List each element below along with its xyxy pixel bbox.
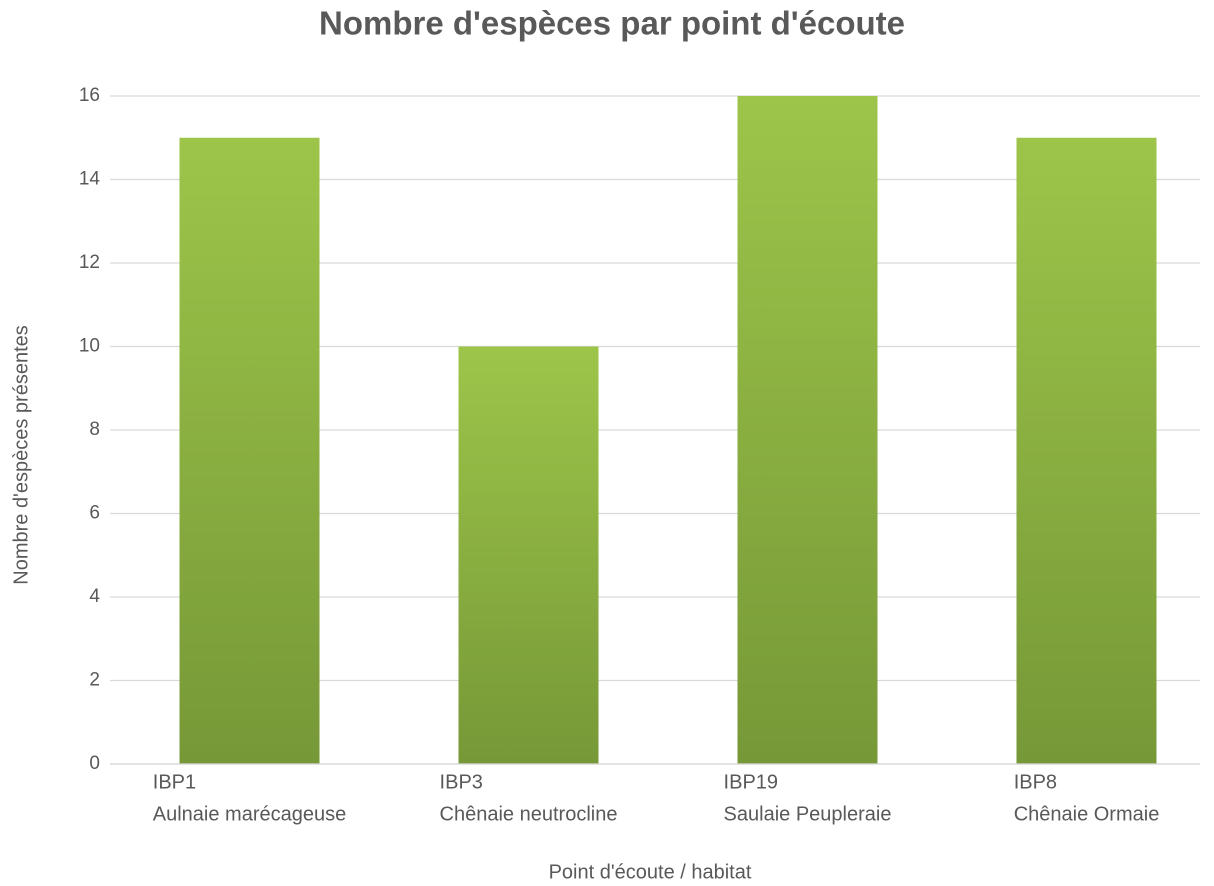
x-axis-label: Point d'écoute / habitat [549, 861, 752, 883]
y-tick-label: 4 [89, 586, 100, 607]
x-tick-label: IBP3 [440, 771, 483, 793]
bar [737, 96, 878, 764]
y-tick-label: 2 [89, 670, 100, 691]
x-tick-label: Chênaie neutrocline [440, 803, 618, 825]
x-tick-label: Aulnaie marécageuse [153, 803, 346, 825]
y-axis-label: Nombre d'espèces présentes [10, 325, 32, 585]
y-tick-label: 0 [89, 753, 100, 774]
chart-title: Nombre d'espèces par point d'écoute [319, 5, 905, 42]
x-tick-label: IBP19 [724, 771, 778, 793]
y-tick-label: 14 [79, 169, 101, 190]
bar [1016, 137, 1157, 764]
x-tick-label: IBP1 [153, 771, 196, 793]
y-tick-label: 10 [79, 336, 100, 357]
bar [458, 346, 599, 764]
y-tick-label: 8 [89, 419, 100, 440]
x-tick-label: Saulaie Peupleraie [724, 803, 892, 825]
x-tick-label: IBP8 [1014, 771, 1057, 793]
y-tick-label: 12 [79, 252, 100, 273]
y-tick-label: 6 [89, 503, 100, 524]
x-tick-label: Chênaie Ormaie [1014, 803, 1160, 825]
bar [179, 137, 320, 764]
y-tick-label: 16 [79, 85, 100, 106]
